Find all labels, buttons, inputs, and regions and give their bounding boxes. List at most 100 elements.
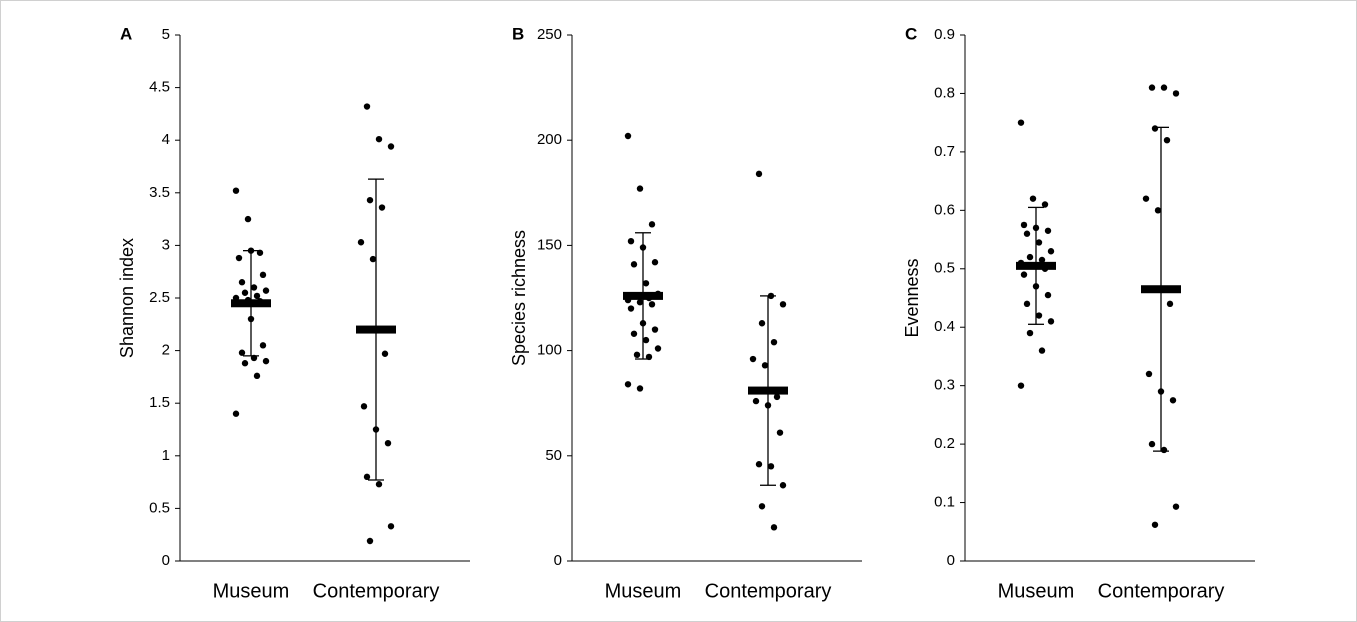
data-point	[238, 279, 246, 286]
y-tick-label: 0.6	[934, 201, 955, 218]
data-point	[1023, 300, 1031, 308]
data-point	[387, 143, 395, 150]
data-point	[241, 289, 249, 296]
y-tick-label: 0.5	[934, 260, 955, 277]
data-point	[636, 185, 644, 192]
data-point	[1160, 84, 1168, 91]
data-point	[651, 259, 659, 266]
x-tick-label: Museum	[605, 580, 682, 602]
data-point	[630, 330, 638, 337]
data-point	[767, 463, 775, 470]
data-point	[360, 403, 368, 410]
data-point	[752, 397, 760, 405]
y-tick-label: 50	[545, 447, 562, 464]
data-point	[244, 215, 252, 223]
y-tick-label: 4.5	[149, 79, 170, 96]
data-point	[770, 338, 778, 346]
data-point	[1035, 312, 1043, 319]
data-point	[776, 429, 784, 436]
data-point	[1169, 397, 1177, 404]
panel-label: C	[905, 24, 917, 43]
panel: 0 0.1 0.2 0.3 0.4 0.5 0.6 0.7 0.8 0.9 C Evenness Mus…	[902, 24, 1255, 602]
y-tick-label: 0.9	[934, 26, 955, 43]
data-point	[642, 280, 650, 287]
y-tick-label: 3.5	[149, 184, 170, 201]
data-point	[262, 357, 270, 365]
data-point	[1026, 253, 1034, 261]
mean-bar	[748, 386, 788, 395]
data-point	[357, 239, 365, 246]
data-point	[1017, 382, 1025, 389]
data-point	[1017, 119, 1025, 126]
y-tick-label: 0.8	[934, 84, 955, 101]
data-point	[749, 355, 757, 363]
data-point	[627, 305, 635, 312]
y-tick-label: 0.2	[934, 435, 955, 452]
data-point	[648, 221, 656, 228]
data-point	[758, 320, 766, 327]
data-point	[630, 261, 638, 268]
data-point	[1148, 84, 1156, 91]
data-point	[1142, 195, 1150, 202]
data-point	[1047, 248, 1055, 255]
mean-bar	[356, 325, 396, 334]
data-point	[1145, 370, 1153, 378]
data-point	[633, 351, 641, 359]
data-point	[387, 523, 395, 530]
y-tick-label: 250	[537, 26, 562, 43]
mean-bar	[623, 291, 663, 300]
data-point	[253, 372, 261, 380]
y-tick-label: 2	[162, 342, 170, 359]
data-point	[654, 345, 662, 352]
data-point	[642, 336, 650, 344]
data-point	[1163, 137, 1171, 144]
mean-bar	[1141, 285, 1181, 294]
data-point	[259, 342, 267, 349]
mean-bar	[1016, 261, 1056, 270]
data-point	[1148, 440, 1156, 448]
data-point	[1020, 271, 1028, 278]
y-tick-label: 1.5	[149, 394, 170, 411]
data-point	[262, 287, 270, 294]
data-point	[232, 410, 240, 417]
data-point	[253, 292, 261, 300]
data-point	[1160, 446, 1168, 454]
y-tick-label: 5	[162, 26, 170, 43]
data-point	[1172, 503, 1180, 510]
x-tick-label: Museum	[213, 580, 290, 602]
data-point	[1038, 347, 1046, 354]
y-tick-label: 0.5	[149, 499, 170, 516]
data-point	[366, 196, 374, 204]
data-point	[375, 481, 383, 488]
data-point	[375, 135, 383, 143]
data-point	[235, 254, 243, 262]
data-point	[636, 299, 644, 306]
y-tick-label: 0.7	[934, 143, 955, 160]
panel: 0 50 100 150 200 250 B Species richness Museum Co…	[509, 24, 862, 602]
data-point	[1029, 195, 1037, 202]
data-point	[773, 393, 781, 401]
data-point	[378, 204, 386, 211]
data-point	[755, 461, 763, 468]
x-tick-label: Contemporary	[313, 580, 440, 602]
panel-label: B	[512, 24, 524, 43]
data-point	[636, 385, 644, 392]
data-point	[381, 350, 389, 357]
x-tick-label: Contemporary	[1098, 580, 1225, 602]
data-point	[1044, 227, 1052, 234]
y-tick-label: 0	[162, 552, 170, 569]
y-tick-label: 0	[554, 552, 562, 569]
y-tick-label: 0	[947, 552, 955, 569]
y-tick-label: 4	[162, 131, 170, 148]
data-point	[648, 301, 656, 308]
data-point	[1041, 201, 1049, 208]
y-tick-label: 1	[162, 447, 170, 464]
data-point	[363, 103, 371, 110]
data-point	[1047, 318, 1055, 325]
data-point	[770, 524, 778, 531]
data-point	[1151, 521, 1159, 528]
x-tick-label: Museum	[998, 580, 1075, 602]
panel-label: A	[120, 24, 132, 43]
